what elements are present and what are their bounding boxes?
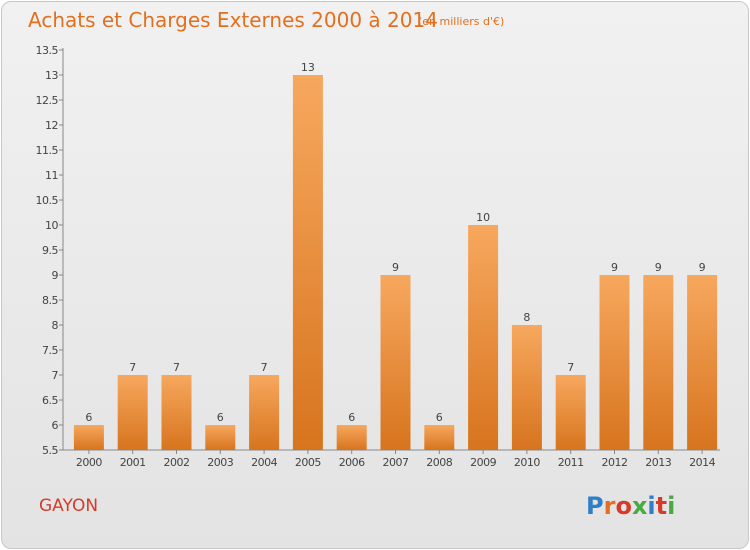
data-label: 13 bbox=[301, 61, 315, 74]
data-label: 7 bbox=[173, 361, 180, 374]
bar bbox=[424, 425, 455, 450]
data-label: 10 bbox=[476, 211, 490, 224]
chart-title: Achats et Charges Externes 2000 à 2014 bbox=[28, 8, 438, 32]
bar bbox=[599, 275, 630, 450]
data-label: 7 bbox=[261, 361, 268, 374]
y-tick-label: 10.5 bbox=[36, 194, 59, 207]
x-tick-label: 2010 bbox=[514, 456, 540, 469]
x-tick-label: 2006 bbox=[339, 456, 365, 469]
chart-unit: (en milliers d'€) bbox=[418, 15, 505, 28]
x-tick-label: 2012 bbox=[602, 456, 628, 469]
data-label: 7 bbox=[129, 361, 136, 374]
x-tick-label: 2005 bbox=[295, 456, 321, 469]
bar bbox=[380, 275, 411, 450]
data-label: 6 bbox=[217, 411, 224, 424]
y-tick-label: 11 bbox=[45, 169, 58, 182]
logo-letter: t bbox=[655, 492, 668, 520]
y-tick-label: 6 bbox=[52, 419, 59, 432]
bar bbox=[511, 325, 542, 450]
proxiti-logo: Proxiti bbox=[586, 492, 675, 520]
logo-letter: r bbox=[603, 492, 616, 520]
data-label: 9 bbox=[611, 261, 618, 274]
y-tick-label: 6.5 bbox=[42, 394, 58, 407]
x-tick-label: 2014 bbox=[689, 456, 715, 469]
bar bbox=[161, 375, 192, 450]
logo-letter: i bbox=[647, 492, 656, 520]
y-tick-label: 10 bbox=[45, 219, 58, 232]
x-tick-label: 2011 bbox=[558, 456, 584, 469]
x-tick-label: 2007 bbox=[383, 456, 409, 469]
x-tick-label: 2009 bbox=[470, 456, 496, 469]
data-label: 9 bbox=[699, 261, 706, 274]
y-tick-label: 8 bbox=[52, 319, 59, 332]
logo-letter: P bbox=[586, 492, 604, 520]
y-tick-label: 12.5 bbox=[36, 94, 59, 107]
bar bbox=[292, 75, 323, 450]
y-tick-label: 7 bbox=[52, 369, 59, 382]
location-label: GAYON bbox=[39, 496, 99, 516]
y-tick-label: 5.5 bbox=[42, 444, 58, 457]
y-tick-label: 7.5 bbox=[42, 344, 58, 357]
bar bbox=[468, 225, 499, 450]
data-label: 6 bbox=[348, 411, 355, 424]
data-label: 9 bbox=[392, 261, 399, 274]
data-label: 6 bbox=[436, 411, 443, 424]
data-label: 9 bbox=[655, 261, 662, 274]
bar bbox=[643, 275, 674, 450]
x-tick-label: 2004 bbox=[251, 456, 277, 469]
logo-letter: i bbox=[667, 492, 676, 520]
x-tick-label: 2000 bbox=[76, 456, 102, 469]
x-tick-label: 2003 bbox=[207, 456, 233, 469]
y-tick-label: 12 bbox=[45, 119, 58, 132]
y-tick-label: 9.5 bbox=[42, 244, 58, 257]
bar bbox=[555, 375, 586, 450]
x-tick-label: 2013 bbox=[645, 456, 671, 469]
bar bbox=[687, 275, 718, 450]
y-tick-label: 13 bbox=[45, 69, 58, 82]
logo-letter: o bbox=[615, 492, 632, 520]
x-tick-label: 2001 bbox=[120, 456, 146, 469]
data-label: 6 bbox=[85, 411, 92, 424]
y-tick-label: 8.5 bbox=[42, 294, 58, 307]
bar bbox=[117, 375, 148, 450]
data-label: 7 bbox=[567, 361, 574, 374]
logo-letter: x bbox=[631, 492, 648, 520]
x-tick-label: 2002 bbox=[164, 456, 190, 469]
bar bbox=[205, 425, 236, 450]
bar bbox=[73, 425, 104, 450]
data-label: 8 bbox=[523, 311, 530, 324]
bar bbox=[336, 425, 367, 450]
y-tick-label: 13.5 bbox=[36, 44, 59, 57]
y-tick-label: 9 bbox=[52, 269, 59, 282]
bar bbox=[249, 375, 280, 450]
x-tick-label: 2008 bbox=[426, 456, 452, 469]
y-tick-label: 11.5 bbox=[36, 144, 59, 157]
